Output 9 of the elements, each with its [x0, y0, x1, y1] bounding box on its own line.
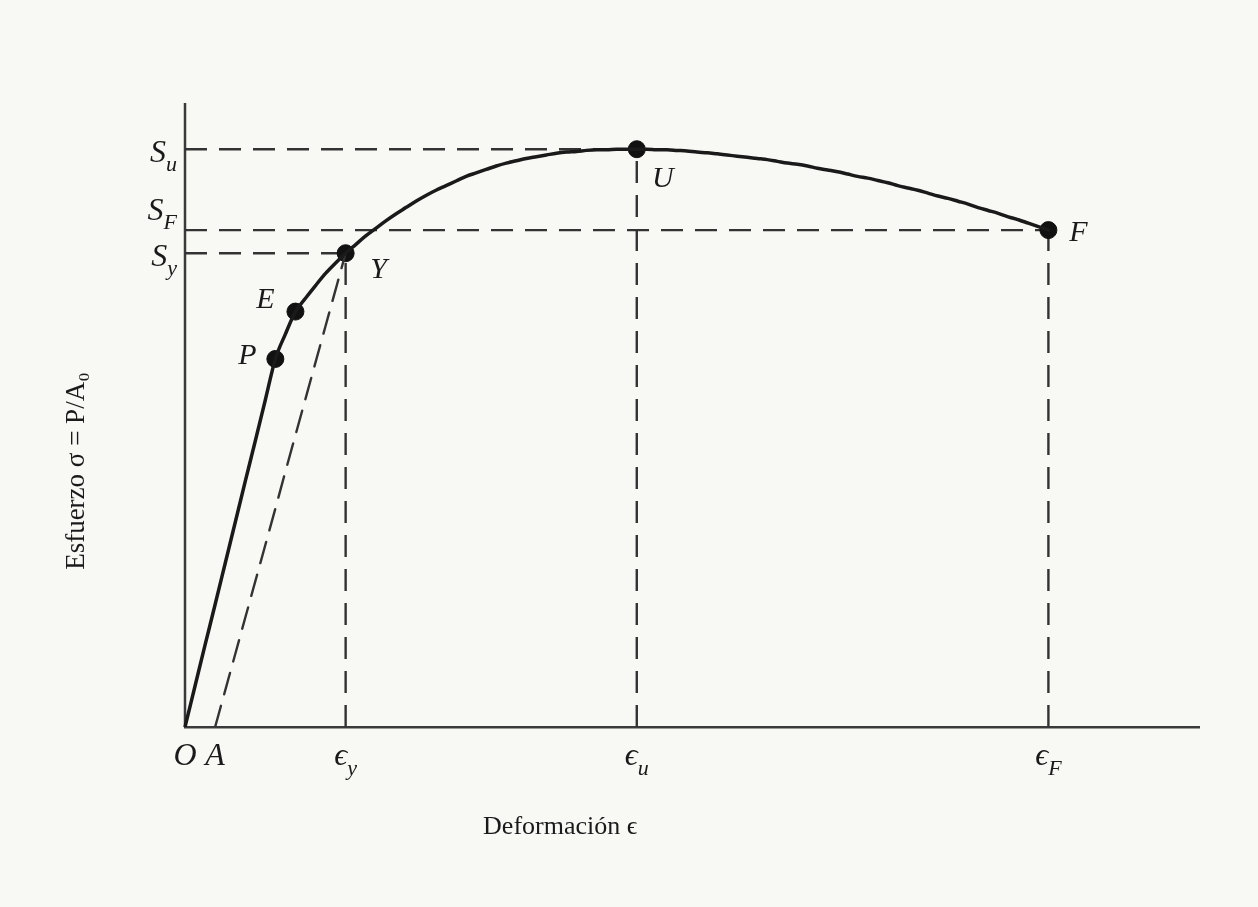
y-axis-title: Esfuerzo σ = P/A₀ [60, 372, 91, 570]
annotation: F [1068, 214, 1089, 247]
x-tick-label: A [203, 736, 226, 773]
annotation: Y [370, 251, 391, 285]
x-axis-title: Deformación ϵ [483, 810, 638, 840]
annotation: P [237, 336, 257, 370]
annotation: U [651, 160, 676, 194]
annotation: E [255, 281, 275, 315]
x-tick-label: O [173, 736, 197, 773]
